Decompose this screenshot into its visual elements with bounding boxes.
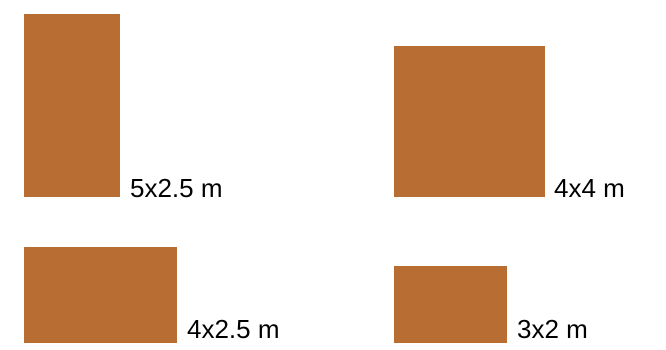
rectangle-4x2-5 bbox=[24, 247, 177, 343]
rectangle-5x2-5 bbox=[24, 14, 120, 197]
dimension-label: 4x2.5 m bbox=[187, 314, 280, 344]
dimension-label: 5x2.5 m bbox=[130, 173, 223, 203]
rectangle-4x4 bbox=[394, 46, 545, 197]
dimension-label: 4x4 m bbox=[554, 173, 625, 203]
dimension-label: 3x2 m bbox=[517, 314, 588, 344]
rectangle-3x2 bbox=[394, 266, 507, 343]
